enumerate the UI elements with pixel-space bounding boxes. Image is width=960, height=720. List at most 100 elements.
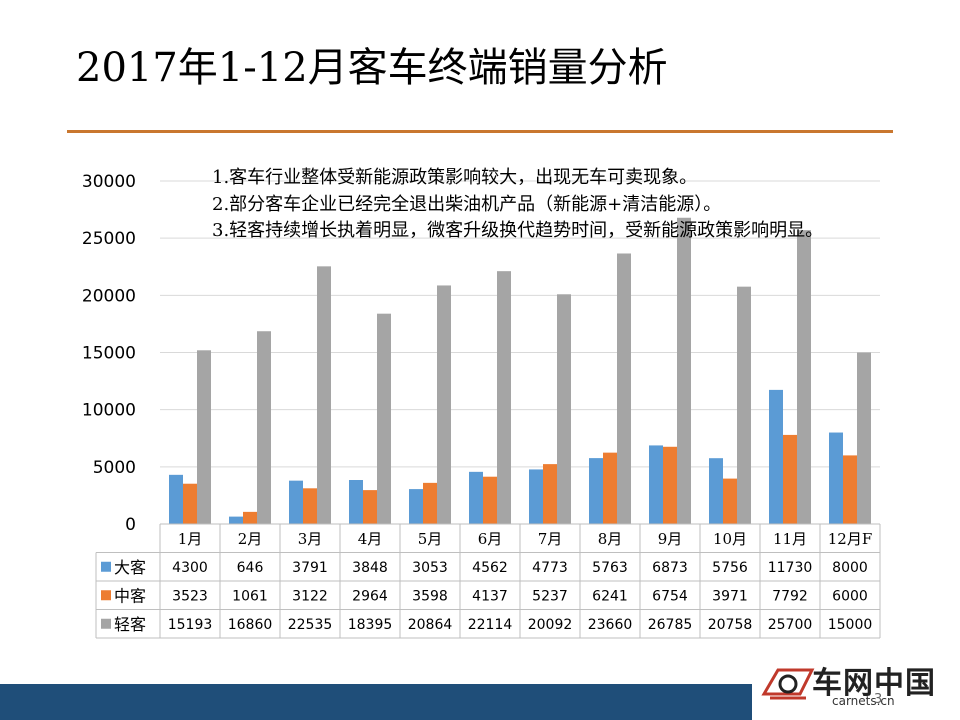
x-tick-label: 4月 [358,530,383,548]
data-cell: 5756 [712,560,748,576]
legend-key-大客 [101,561,111,572]
bar-轻客-6月 [497,271,511,524]
logo-name: 车网中国 [812,666,936,701]
data-cell: 25700 [768,617,813,633]
bar-中客-7月 [543,464,557,524]
annotation-notes: 1.客车行业整体受新能源政策影响较大，出现无车可卖现象。 2.部分客车企业已经完… [212,165,884,245]
data-cell: 3523 [172,588,208,604]
data-cell: 5763 [592,560,628,576]
note-3: 3.轻客持续增长执着明显，微客升级换代趋势时间，受新能源政策影响明显。 [212,220,824,241]
bar-中客-8月 [603,452,617,524]
data-cell: 26785 [648,617,693,633]
bar-中客-2月 [243,511,257,524]
bar-中客-1月 [183,483,197,524]
bar-大客-9月 [649,445,663,524]
y-tick-label: 0 [125,515,136,535]
bar-轻客-5月 [437,285,451,524]
bar-中客-12月F [843,455,857,524]
bar-中客-6月 [483,476,497,524]
bar-轻客-10月 [737,286,751,524]
data-cell: 16860 [228,617,273,633]
data-cell: 15000 [828,617,873,633]
page-title: 2017年1-12月客车终端销量分析 [76,45,668,91]
bar-大客-11月 [769,389,783,524]
data-cell: 4300 [172,560,208,576]
series-label: 中客 [114,586,146,605]
data-cell: 15193 [168,617,213,633]
bar-大客-6月 [469,471,483,524]
bar-中客-11月 [783,434,797,524]
y-tick-label: 10000 [82,401,136,421]
x-tick-label: 6月 [478,530,503,548]
bar-大客-7月 [529,469,543,524]
logo-url: carnets.cn [832,694,895,708]
data-cell: 3848 [352,560,388,576]
bar-轻客-4月 [377,313,391,524]
bar-轻客-9月 [677,217,691,524]
bar-大客-8月 [589,458,603,524]
x-tick-label: 2月 [238,530,263,548]
data-cell: 11730 [768,560,813,576]
y-tick-label: 5000 [93,458,136,478]
y-tick-label: 20000 [82,286,136,306]
bar-中客-10月 [723,478,737,524]
x-tick-label: 3月 [298,530,323,548]
x-tick-label: 5月 [418,530,443,548]
data-cell: 3053 [412,560,448,576]
x-tick-label: 10月 [713,530,747,548]
bar-轻客-1月 [197,350,211,524]
data-cell: 20864 [408,617,453,633]
data-cell: 3971 [712,588,748,604]
data-cell: 6241 [592,588,628,604]
data-cell: 4773 [532,560,568,576]
data-cell: 18395 [348,617,393,633]
title-divider [67,130,893,133]
data-cell: 22114 [468,617,513,633]
x-tick-label: 1月 [178,530,203,548]
x-tick-label: 11月 [773,530,807,548]
data-cell: 20092 [528,617,573,633]
note-2: 2.部分客车企业已经完全退出柴油机产品（新能源+清洁能源）。 [212,193,722,215]
bar-中客-9月 [663,446,677,524]
data-cell: 4137 [472,588,508,604]
page-number: 3 [874,692,883,707]
data-cell: 6754 [652,588,688,604]
logo-background [752,654,960,720]
data-cell: 3791 [292,560,328,576]
bar-轻客-7月 [557,294,571,524]
data-cell: 20758 [708,617,753,633]
legend-key-轻客 [101,618,111,629]
data-cell: 7792 [772,588,808,604]
bar-轻客-11月 [797,230,811,524]
bar-中客-3月 [303,488,317,524]
data-cell: 8000 [832,560,868,576]
bar-轻客-12月F [857,352,871,524]
bar-轻客-2月 [257,331,271,524]
car-logo-icon [761,668,815,700]
bar-轻客-3月 [317,266,331,524]
x-tick-label: 12月F [828,530,873,548]
data-cell: 1061 [232,588,268,604]
data-cell: 646 [237,560,264,576]
legend-key-中客 [101,590,111,601]
x-tick-label: 8月 [598,530,623,548]
bar-大客-2月 [229,516,243,524]
note-1: 1.客车行业整体受新能源政策影响较大，出现无车可卖现象。 [212,167,698,188]
bar-大客-1月 [169,474,183,524]
data-cell: 6873 [652,560,688,576]
data-cell: 22535 [288,617,333,633]
data-cell: 6000 [832,588,868,604]
y-tick-label: 25000 [82,229,136,249]
data-cell: 23660 [588,617,633,633]
bar-轻客-8月 [617,253,631,524]
y-tick-label: 15000 [82,344,136,364]
bar-中客-4月 [363,490,377,524]
data-cell: 3122 [292,588,328,604]
y-tick-label: 30000 [82,172,136,192]
data-cell: 3598 [412,588,448,604]
bar-大客-4月 [349,480,363,524]
bar-大客-10月 [709,458,723,524]
x-tick-label: 7月 [538,530,563,548]
bar-大客-12月F [829,432,843,524]
x-tick-label: 9月 [658,530,683,548]
